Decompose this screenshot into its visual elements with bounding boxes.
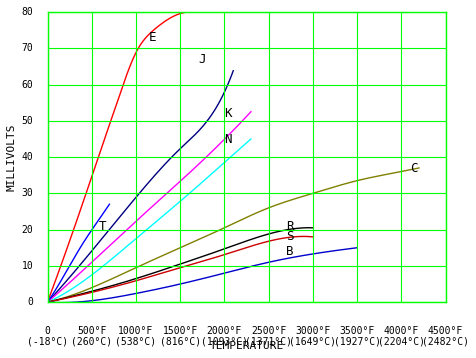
Text: 4500°F: 4500°F <box>428 326 463 336</box>
Text: (1927°C): (1927°C) <box>334 337 381 347</box>
Text: 80: 80 <box>21 7 33 17</box>
Text: 0: 0 <box>45 326 50 336</box>
Text: 50: 50 <box>21 116 33 126</box>
Text: (2482°C): (2482°C) <box>422 337 469 347</box>
Text: (260°C): (260°C) <box>71 337 112 347</box>
Text: 70: 70 <box>21 43 33 53</box>
Text: E: E <box>149 31 157 44</box>
Text: S: S <box>287 231 294 243</box>
Text: K: K <box>224 107 232 120</box>
Text: 500°F: 500°F <box>77 326 107 336</box>
Text: 1000°F: 1000°F <box>119 326 154 336</box>
Text: 10: 10 <box>21 261 33 271</box>
Text: 1500°F: 1500°F <box>163 326 198 336</box>
Text: 20: 20 <box>21 224 33 234</box>
Text: 3500°F: 3500°F <box>339 326 375 336</box>
X-axis label: TEMPERATURE: TEMPERATURE <box>209 341 284 351</box>
Text: 2500°F: 2500°F <box>251 326 286 336</box>
Text: 2000°F: 2000°F <box>207 326 242 336</box>
Text: T: T <box>99 219 106 233</box>
Text: C: C <box>410 161 417 175</box>
Text: (-18°C): (-18°C) <box>27 337 68 347</box>
Text: 40: 40 <box>21 152 33 162</box>
Y-axis label: MILLIVOLTS: MILLIVOLTS <box>7 123 17 191</box>
Text: 3000°F: 3000°F <box>295 326 330 336</box>
Text: (538°C): (538°C) <box>115 337 157 347</box>
Text: B: B <box>287 245 294 258</box>
Text: R: R <box>287 219 294 233</box>
Text: (2204°C): (2204°C) <box>378 337 425 347</box>
Text: J: J <box>198 53 205 66</box>
Text: 60: 60 <box>21 79 33 90</box>
Text: N: N <box>224 132 232 146</box>
Text: (816°C): (816°C) <box>159 337 201 347</box>
Text: (1371°C): (1371°C) <box>245 337 292 347</box>
Text: 30: 30 <box>21 188 33 198</box>
Text: 0: 0 <box>28 297 33 307</box>
Text: (1093°C): (1093°C) <box>201 337 248 347</box>
Text: 4000°F: 4000°F <box>384 326 419 336</box>
Text: (1649°C): (1649°C) <box>289 337 337 347</box>
